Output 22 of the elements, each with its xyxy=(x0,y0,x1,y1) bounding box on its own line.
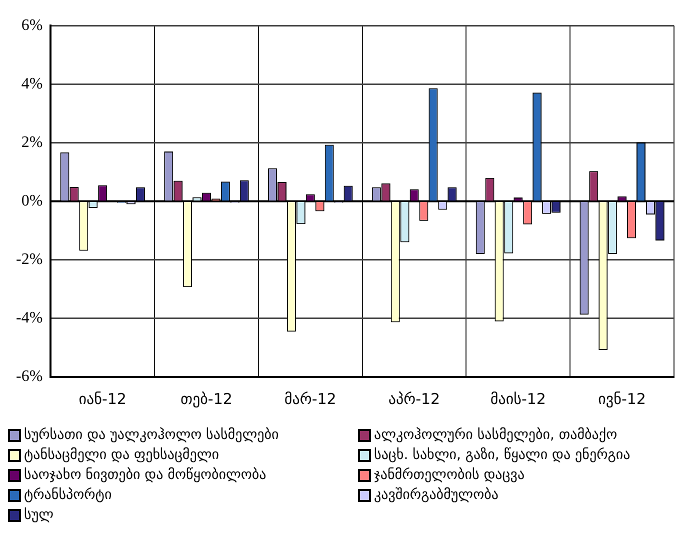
legend-label: ტანსაცმელი და ფეხსაცმელი xyxy=(24,447,220,463)
y-tick-label: -6% xyxy=(16,368,43,386)
legend-label: საცხ. სახლი, გაზი, წყალი და ენერგია xyxy=(374,447,630,463)
x-tick-label: აპრ-12 xyxy=(388,390,440,408)
legend-label: ტრანსპორტი xyxy=(24,487,112,503)
y-tick-label: -4% xyxy=(16,310,43,327)
x-tick-label: თებ-12 xyxy=(180,390,232,408)
legend-label: საოჯახო ნივთები და მოწყობილობა xyxy=(24,467,266,483)
y-tick-label: 0% xyxy=(21,192,43,210)
x-tick-label: მაის-12 xyxy=(490,390,546,408)
x-tick-label: ივნ-12 xyxy=(598,390,646,408)
legend-label: ჯანმრთელობის დაცვა xyxy=(374,467,525,483)
legend-label: კავშირგაბმულობა xyxy=(374,487,498,503)
legend-label: სულ xyxy=(24,507,54,523)
y-tick-label: 4% xyxy=(21,75,43,92)
x-tick-label: მარ-12 xyxy=(284,390,336,408)
y-tick-label: 6% xyxy=(21,16,43,34)
y-tick-label: -2% xyxy=(16,251,43,268)
x-tick-label: იან-12 xyxy=(78,390,126,408)
legend-label: სურსათი და უალკოჰოლო სასმელები xyxy=(24,427,279,443)
legend-label: ალკოჰოლური სასმელები, თამბაქო xyxy=(374,427,618,443)
y-tick-label: 2% xyxy=(21,134,43,151)
